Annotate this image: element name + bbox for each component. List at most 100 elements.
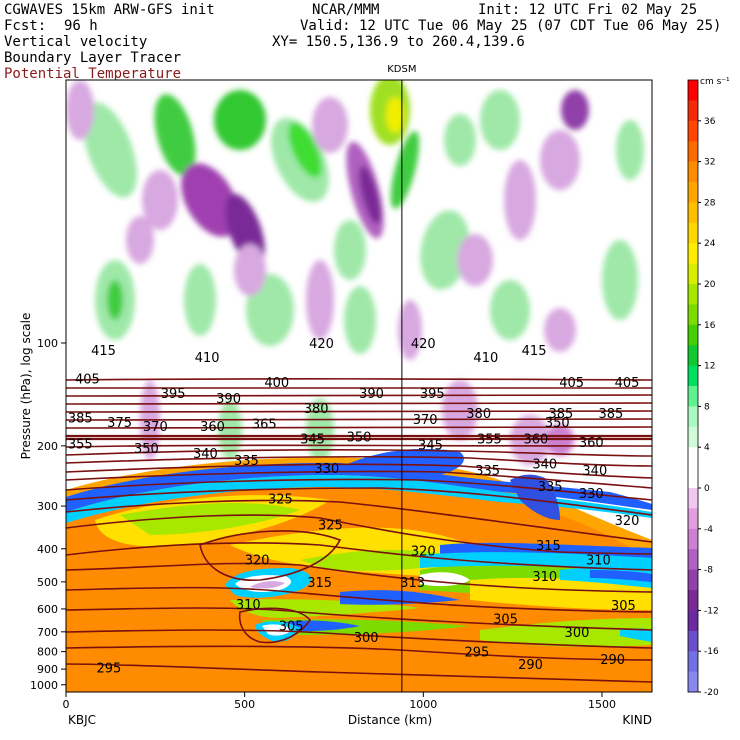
- colorbar-tick-label: -20: [704, 688, 719, 698]
- theta-contour-label: 405: [615, 376, 640, 391]
- y-tick-label: 400: [37, 543, 58, 556]
- colorbar-tick-label: 8: [704, 402, 710, 412]
- theta-contour-label: 370: [143, 420, 168, 435]
- colorbar-tick-label: 20: [704, 280, 716, 290]
- colorbar-swatch: [688, 182, 698, 203]
- theta-contour-label: 390: [359, 387, 384, 402]
- field-label-1: Boundary Layer Tracer: [4, 50, 182, 66]
- colorbar-swatch: [688, 610, 698, 632]
- colorbar-swatch: [688, 365, 698, 387]
- theta-contour-label: 313: [400, 576, 425, 591]
- theta-contour-label: 385: [598, 407, 623, 422]
- theta-contour-label: 320: [245, 553, 270, 568]
- colorbar-swatch: [688, 488, 698, 509]
- theta-contour-label: 405: [75, 372, 100, 387]
- colorbar-swatch: [688, 263, 698, 285]
- colorbar-swatch: [688, 671, 698, 693]
- y-axis-label: Pressure (hPa), log scale: [19, 313, 33, 460]
- colorbar-tick-label: 32: [704, 158, 715, 168]
- theta-contour-label: 325: [318, 519, 343, 534]
- theta-contour-label: 300: [354, 631, 379, 646]
- y-tick-label: 1000: [30, 679, 58, 692]
- field-label-0: Vertical velocity: [4, 34, 148, 50]
- theta-contour-label: 390: [216, 392, 241, 407]
- theta-contour-label: 290: [600, 653, 625, 668]
- theta-contour-label: 325: [268, 492, 293, 507]
- theta-contour-label: 385: [68, 411, 93, 426]
- vertical-velocity-field: [66, 80, 644, 554]
- colorbar-swatch: [688, 406, 698, 428]
- init-time: Init: 12 UTC Fri 02 May 25: [478, 2, 698, 18]
- theta-contour-label: 410: [473, 351, 498, 366]
- theta-contour-label: 415: [522, 344, 547, 359]
- plot-area: 415 410 420 420 410 415 405 395 390 400 390 395 405 4…: [66, 80, 652, 692]
- theta-contour-label: 395: [420, 387, 445, 402]
- field-label-2: Potential Temperature: [4, 66, 182, 82]
- theta-contour-label: 350: [347, 431, 372, 446]
- colorbar-swatch: [688, 141, 698, 163]
- colorbar-swatch: [688, 120, 698, 142]
- y-tick-label: 500: [37, 576, 58, 589]
- colorbar: 36 32 28 24 20 16 12 8 4 0 -4 -8 -12 -16 -20: [687, 79, 719, 698]
- theta-contour-label: 335: [234, 454, 259, 469]
- theta-contour-label: 295: [96, 661, 121, 676]
- colorbar-tick-label: 28: [704, 198, 716, 208]
- theta-contour-label: 345: [300, 432, 325, 447]
- colorbar-swatch: [688, 202, 698, 224]
- theta-contour-label: 360: [523, 432, 548, 447]
- theta-contour-label: 320: [411, 545, 436, 560]
- colorbar-tick-label: 4: [704, 443, 710, 453]
- colorbar-tick-label: 24: [704, 239, 716, 249]
- plot-frame: [65, 79, 653, 693]
- colorbar-swatch: [688, 569, 698, 591]
- theta-contour-label: 370: [413, 413, 438, 428]
- theta-contour-label: 335: [475, 464, 500, 479]
- theta-contour-label: 385: [548, 407, 573, 422]
- colorbar-frame: [687, 79, 699, 693]
- model-title: CGWAVES 15km ARW-GFS init: [4, 2, 215, 18]
- colorbar-swatch: [688, 386, 698, 407]
- valid-time: Valid: 12 UTC Tue 06 May 25 (07 CDT Tue …: [300, 18, 722, 34]
- theta-contour-label: 340: [582, 464, 607, 479]
- y-tick-label: 900: [37, 663, 58, 676]
- colorbar-swatch: [688, 549, 698, 571]
- theta-contour-label: 355: [68, 438, 93, 453]
- start-station-label: KBJC: [68, 713, 96, 727]
- colorbar-swatch: [688, 161, 698, 183]
- colorbar-swatch: [688, 324, 698, 346]
- colorbar-swatch: [688, 508, 698, 530]
- theta-contour-label: 310: [586, 553, 611, 568]
- colorbar-tick-label: -12: [704, 606, 719, 616]
- colorbar-swatch: [688, 284, 698, 305]
- y-tick-label: 100: [37, 337, 58, 350]
- theta-contour-label: 420: [309, 337, 334, 352]
- theta-contour-label: 395: [161, 387, 186, 402]
- marker-station-label: KDSM: [387, 64, 416, 75]
- forecast-label: Fcst:: [4, 18, 47, 34]
- theta-contour-label: 360: [579, 436, 604, 451]
- theta-contour-label: 405: [559, 376, 584, 391]
- theta-contour-label: 320: [615, 514, 640, 529]
- theta-contour-label: 300: [565, 626, 590, 641]
- forecast-hour: 96 h: [64, 18, 98, 34]
- theta-contour-label: 305: [279, 619, 304, 634]
- theta-contour-label: 380: [304, 402, 329, 417]
- x-axis-label: Distance (km): [348, 713, 432, 727]
- theta-contour-label: 310: [236, 598, 261, 613]
- theta-label-layer: 415 410 420 420 410 415 405 395 390 400 390 395 405 4…: [68, 337, 640, 676]
- y-tick-label: 800: [37, 646, 58, 659]
- theta-contour-label: 295: [465, 646, 490, 661]
- colorbar-tick-label: -16: [704, 647, 719, 657]
- colorbar-tick-label: -8: [704, 566, 713, 576]
- cross-section-coords: XY= 150.5,136.9 to 260.4,139.6: [272, 34, 525, 50]
- theta-contour-label: 350: [545, 416, 570, 431]
- theta-contour-label: 415: [91, 344, 116, 359]
- theta-contour-label: 310: [532, 570, 557, 585]
- x-axis: 0 500 1000 1500: [63, 692, 616, 711]
- theta-contour-label: 330: [314, 462, 339, 477]
- colorbar-swatch: [688, 243, 698, 265]
- theta-contour-label: 315: [307, 576, 332, 591]
- colorbar-swatch: [688, 528, 698, 550]
- theta-contour-label: 335: [538, 480, 563, 495]
- theta-contour-label: 340: [532, 457, 557, 472]
